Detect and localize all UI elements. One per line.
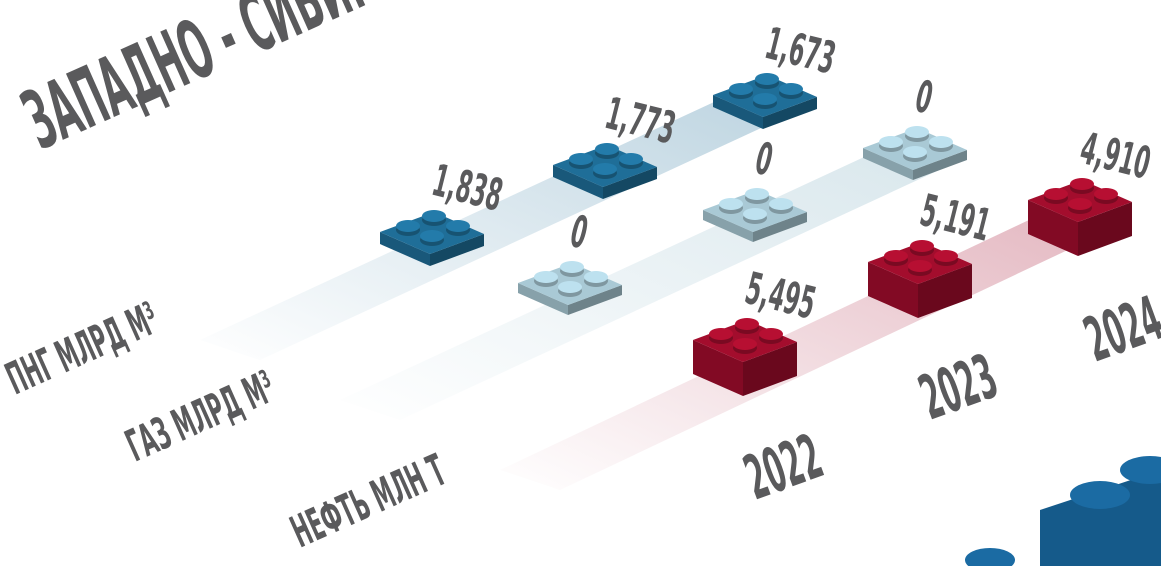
stud (769, 198, 793, 210)
stud (910, 240, 934, 252)
value-label: 0 (910, 72, 937, 125)
brick (518, 261, 622, 315)
stud (1044, 188, 1068, 200)
stud (1068, 198, 1092, 210)
stud (753, 93, 777, 105)
brick-left (693, 340, 743, 396)
brick-left (868, 262, 918, 318)
stud (733, 338, 757, 350)
stud (709, 328, 733, 340)
stud (745, 188, 769, 200)
brick-right (918, 264, 972, 318)
brick (380, 210, 484, 266)
stud (934, 250, 958, 262)
stud (929, 136, 953, 148)
brick-left (518, 283, 568, 315)
brick (713, 73, 817, 129)
brick-left (380, 232, 430, 266)
stud (534, 271, 558, 283)
brick (693, 318, 797, 396)
stud (755, 73, 779, 85)
brick-right (753, 212, 807, 242)
brick-right (763, 97, 817, 129)
year-label: 2022 (736, 422, 832, 515)
stud (619, 153, 643, 165)
stud (584, 271, 608, 283)
stud (879, 136, 903, 148)
row-label: ПНГ МЛРД М³ (0, 293, 167, 405)
stud (719, 198, 743, 210)
brick-right (430, 234, 484, 266)
stud (743, 208, 767, 220)
brick-right (913, 150, 967, 180)
brick-right (743, 342, 797, 396)
row-trail (200, 90, 800, 360)
stud (560, 261, 584, 273)
brick-left (1028, 200, 1078, 256)
row-label: НЕФТЬ МЛН Т (284, 445, 454, 558)
stud (884, 250, 908, 262)
decor-bricks (965, 456, 1161, 566)
stud (595, 143, 619, 155)
stud (558, 281, 582, 293)
stud (903, 146, 927, 158)
brick (553, 143, 657, 199)
brick-right (1078, 202, 1132, 256)
stud (1070, 178, 1094, 190)
year-label: 2023 (911, 342, 1007, 435)
stud (1094, 188, 1118, 200)
brick-right (568, 285, 622, 315)
title: ЗАПАДНО - СИБИРСК (9, 0, 437, 168)
brick (1028, 178, 1132, 256)
stud (735, 318, 759, 330)
year-label: 2024 (1076, 284, 1161, 377)
brick-left (863, 148, 913, 180)
stud (446, 220, 470, 232)
brick (703, 188, 807, 242)
stud (729, 83, 753, 95)
brick (863, 126, 967, 180)
stud (422, 210, 446, 222)
brick-left (713, 95, 763, 129)
stud (759, 328, 783, 340)
stud (779, 83, 803, 95)
stud (569, 153, 593, 165)
brick-left (703, 210, 753, 242)
brick-right (603, 167, 657, 199)
stud (396, 220, 420, 232)
brick-left (553, 165, 603, 199)
brick (868, 240, 972, 318)
stud (420, 230, 444, 242)
stud (908, 260, 932, 272)
stud (593, 163, 617, 175)
value-label: 0 (750, 134, 777, 187)
row-label: ГАЗ МЛРД М³ (119, 362, 283, 473)
stud (905, 126, 929, 138)
